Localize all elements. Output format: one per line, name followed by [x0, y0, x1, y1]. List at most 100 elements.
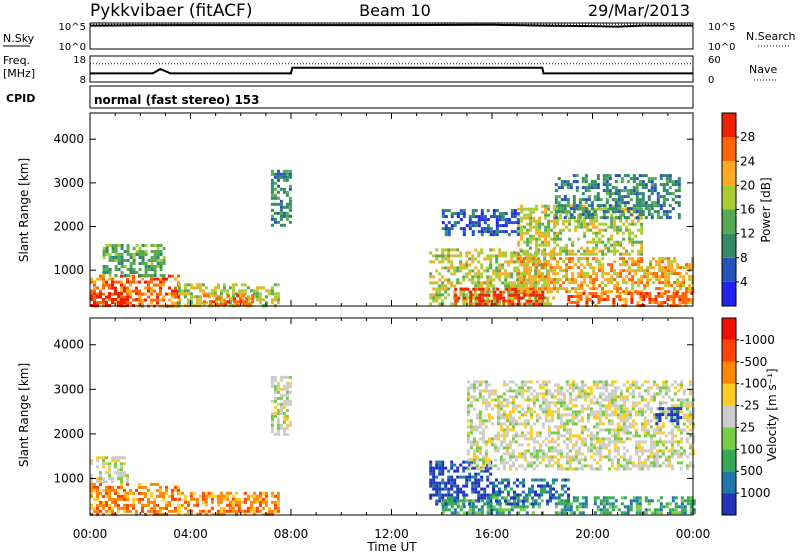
heatmap-cell — [547, 392, 551, 396]
heatmap-cell — [553, 425, 557, 429]
heatmap-cell — [682, 266, 686, 270]
heatmap-cell — [614, 201, 618, 205]
heatmap-cell — [471, 475, 475, 479]
heatmap-cell — [652, 257, 656, 261]
heatmap-cell — [573, 295, 577, 298]
heatmap-cell — [534, 478, 537, 482]
heatmap-cell — [270, 289, 274, 293]
heatmap-cell — [589, 219, 593, 223]
heatmap-cell — [557, 201, 561, 205]
heatmap-cell — [634, 410, 638, 414]
heatmap-cell — [441, 257, 445, 261]
heatmap-cell — [649, 443, 653, 447]
heatmap-cell — [144, 253, 148, 256]
heatmap-cell — [619, 243, 623, 247]
heatmap-cell — [105, 471, 108, 475]
heatmap-cell — [502, 434, 506, 438]
heatmap-cell — [568, 257, 572, 261]
heatmap-cell — [604, 410, 608, 414]
heatmap-cell — [135, 497, 138, 501]
heatmap-cell — [288, 420, 292, 424]
heatmap-cell — [688, 263, 692, 267]
heatmap-cell — [640, 467, 644, 471]
heatmap-cell — [637, 228, 641, 232]
heatmap-cell — [480, 284, 484, 288]
heatmap-cell — [248, 297, 252, 301]
heatmap-cell — [198, 298, 202, 302]
heatmap-cell — [120, 506, 123, 510]
heatmap-cell — [541, 383, 545, 387]
heatmap-cell — [667, 455, 671, 459]
heatmap-cell — [462, 266, 466, 270]
heatmap-cell — [498, 215, 502, 219]
heatmap-cell — [685, 263, 689, 267]
heatmap-cell — [225, 497, 229, 501]
heatmap-cell — [608, 511, 612, 515]
heatmap-cell — [270, 208, 274, 212]
heatmap-cell — [441, 478, 445, 482]
heatmap-cell — [676, 449, 680, 453]
heatmap-cell — [489, 499, 493, 503]
heatmap-cell — [120, 253, 124, 256]
heatmap-cell — [586, 222, 590, 226]
heatmap-cell — [577, 386, 581, 390]
heatmap-cell — [126, 292, 129, 296]
heatmap-cell — [622, 237, 626, 241]
station-title: Pykkvibaer (fitACF) — [90, 1, 252, 21]
noise-panel: N.Sky 10^5 10^0 10^5 10^0 N.Search — [3, 22, 796, 53]
heatmap-cell — [670, 440, 674, 444]
heatmap-cell — [481, 434, 485, 438]
heatmap-cell — [108, 274, 112, 277]
heatmap-cell — [544, 252, 548, 256]
heatmap-cell — [547, 419, 551, 423]
heatmap-cell — [505, 452, 509, 456]
heatmap-cell — [126, 274, 130, 277]
heatmap-cell — [638, 201, 642, 205]
heatmap-cell — [610, 419, 614, 423]
heatmap-cell — [126, 286, 129, 290]
heatmap-cell — [117, 485, 120, 489]
heatmap-cell — [604, 428, 608, 432]
freq-right-tick-bottom: 0 — [708, 75, 714, 86]
heatmap-cell — [580, 389, 584, 393]
heatmap-cell — [553, 401, 557, 405]
heatmap-cell — [637, 213, 641, 217]
heatmap-cell — [566, 180, 570, 184]
heatmap-cell — [618, 298, 622, 301]
heatmap-cell — [613, 440, 617, 444]
heatmap-cell — [574, 440, 578, 444]
heatmap-cell — [502, 413, 506, 417]
heatmap-cell — [444, 296, 448, 300]
heatmap-cell — [679, 275, 683, 279]
heatmap-cell — [279, 214, 283, 218]
heatmap-cell — [255, 494, 259, 498]
heatmap-cell — [550, 257, 554, 261]
heatmap-cell — [646, 422, 650, 426]
heatmap-cell — [282, 187, 286, 191]
heatmap-cell — [198, 286, 202, 290]
heatmap-cell — [572, 207, 576, 211]
heatmap-cell — [517, 275, 521, 279]
heatmap-cell — [478, 416, 482, 420]
heatmap-cell — [646, 428, 650, 432]
heatmap-cell — [529, 287, 533, 291]
heatmap-cell — [602, 499, 606, 503]
heatmap-cell — [489, 275, 493, 279]
heatmap-cell — [484, 404, 488, 408]
heatmap-cell — [664, 284, 668, 288]
heatmap-cell — [631, 401, 635, 405]
heatmap-cell — [90, 485, 93, 489]
heatmap-cell — [596, 195, 600, 199]
heatmap-cell — [685, 425, 689, 429]
heatmap-cell — [547, 461, 551, 465]
heatmap-cell — [245, 297, 249, 301]
heatmap-cell — [540, 490, 543, 494]
heatmap-cell — [630, 292, 634, 295]
heatmap-cell — [288, 187, 292, 191]
heatmap-cell — [574, 452, 578, 456]
heatmap-cell — [671, 207, 675, 211]
heatmap-cell — [453, 463, 457, 467]
heatmap-cell — [646, 386, 650, 390]
heatmap-cell — [466, 287, 470, 291]
heatmap-cell — [673, 281, 677, 285]
